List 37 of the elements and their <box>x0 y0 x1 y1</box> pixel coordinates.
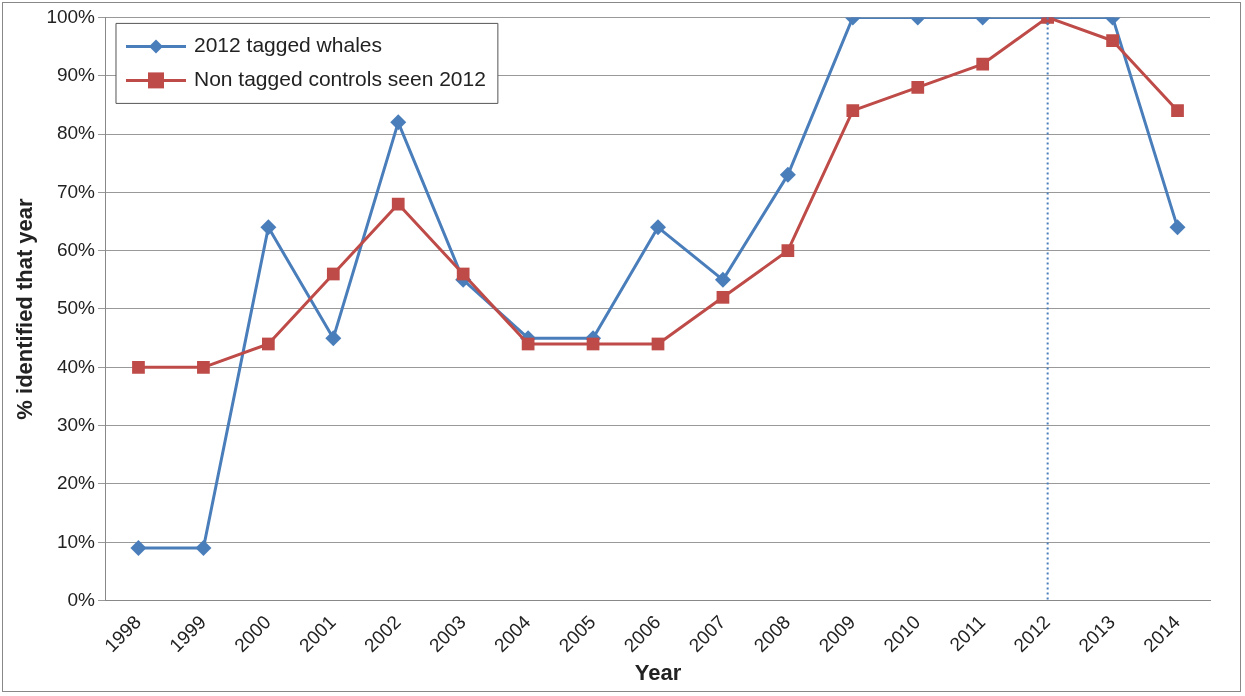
y-axis-title: % identified that year <box>12 197 38 420</box>
point <box>976 57 990 71</box>
y-tick-label: 0% <box>67 588 96 610</box>
point <box>650 219 666 236</box>
point <box>325 330 342 347</box>
y-tick-label: 80% <box>56 122 96 144</box>
point <box>1171 104 1184 118</box>
point <box>1106 34 1119 48</box>
legend-label: 2012 tagged whales <box>193 33 382 57</box>
y-tick-label: 20% <box>56 472 96 494</box>
point <box>779 166 796 183</box>
y-tick-label: 90% <box>56 63 96 85</box>
y-tick-label: 10% <box>56 530 96 552</box>
y-tick-label: 100% <box>46 5 96 27</box>
x-axis-title: Year <box>634 659 682 685</box>
y-tick-label: 30% <box>56 413 96 435</box>
point <box>391 197 405 211</box>
point <box>714 271 731 288</box>
point <box>132 360 145 374</box>
point <box>911 81 925 94</box>
y-tick-label: 60% <box>56 238 96 260</box>
point <box>197 360 210 374</box>
legend-label: Non tagged controls seen 2012 <box>193 67 486 91</box>
y-tick-label: 50% <box>56 297 96 319</box>
point <box>781 244 795 258</box>
y-tick-label: 40% <box>56 355 96 377</box>
point <box>260 219 277 236</box>
point <box>130 540 147 557</box>
point <box>195 540 212 557</box>
point <box>326 267 340 281</box>
point <box>1169 219 1186 236</box>
point <box>390 114 407 131</box>
point <box>456 267 470 281</box>
y-tick-label: 70% <box>56 180 96 202</box>
point <box>846 104 860 118</box>
point <box>716 290 730 304</box>
point <box>261 337 275 351</box>
